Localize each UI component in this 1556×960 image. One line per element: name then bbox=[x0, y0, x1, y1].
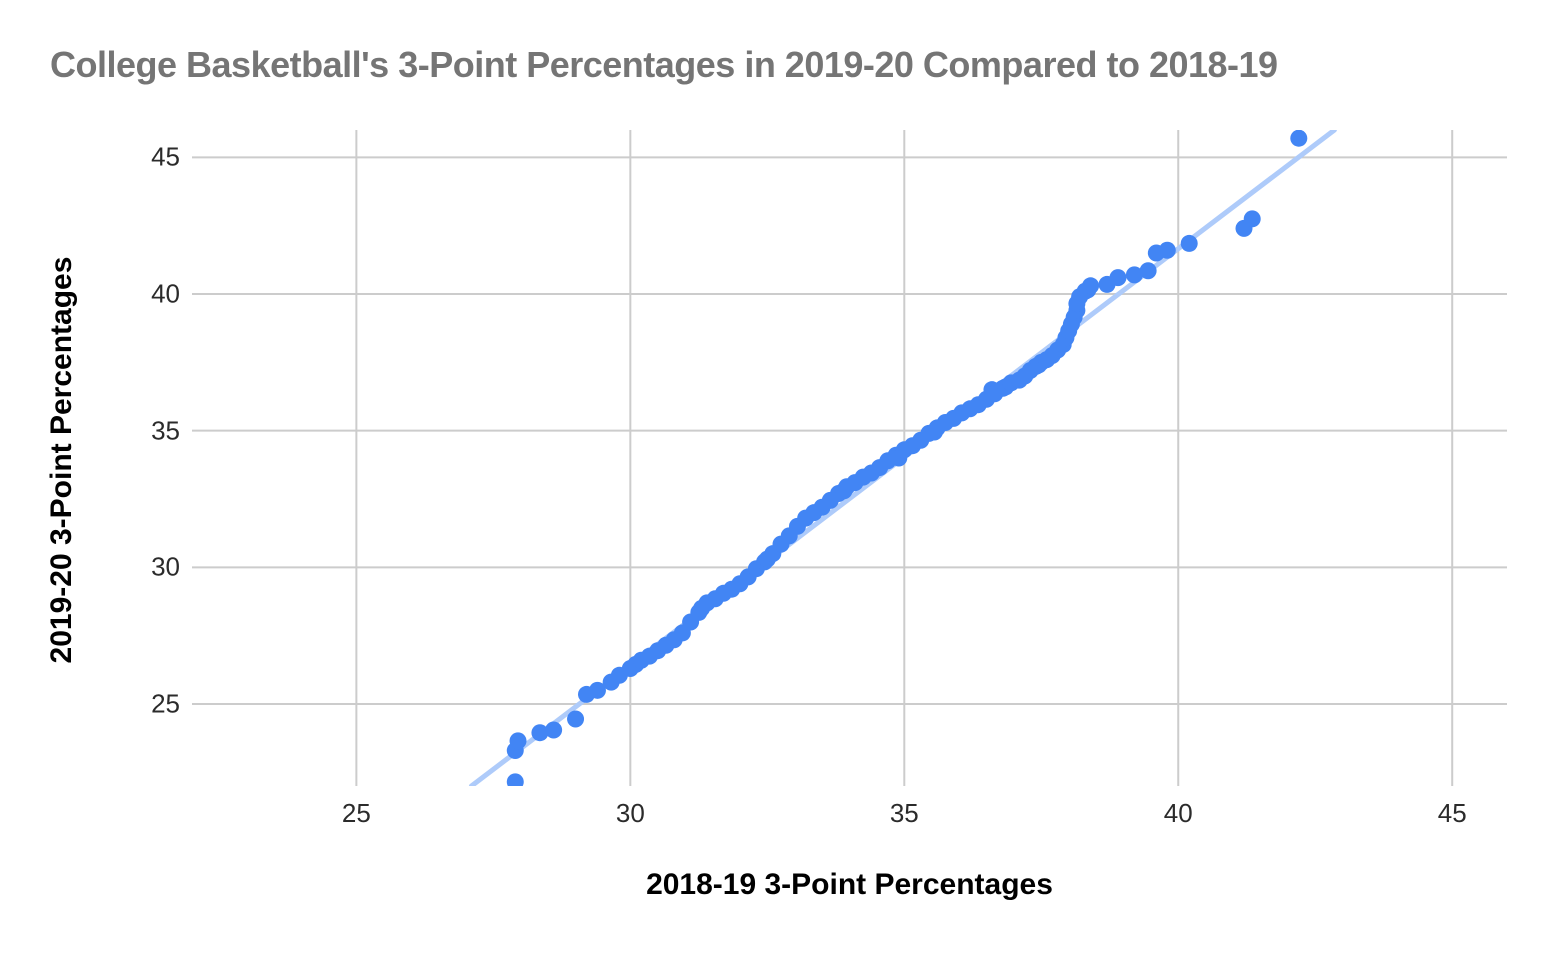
data-point bbox=[509, 732, 527, 750]
y-tick-label: 25 bbox=[151, 688, 180, 719]
data-point bbox=[1125, 266, 1143, 284]
x-tick-label: 40 bbox=[1163, 798, 1193, 828]
data-point bbox=[531, 724, 549, 742]
scatter-plot bbox=[192, 130, 1507, 786]
y-tick-label: 35 bbox=[151, 415, 180, 446]
data-point bbox=[1082, 277, 1100, 295]
data-point bbox=[1139, 262, 1157, 280]
plot-area: 25 30 35 40 45 25 30 35 40 45 bbox=[151, 130, 1507, 828]
data-point bbox=[545, 721, 563, 739]
x-tick-label: 30 bbox=[615, 798, 645, 828]
y-tick-label: 30 bbox=[151, 551, 180, 582]
data-point bbox=[1158, 241, 1176, 259]
data-point bbox=[1180, 234, 1198, 252]
data-point bbox=[588, 681, 606, 699]
y-tick-label: 45 bbox=[151, 141, 180, 172]
chart-title: College Basketball's 3-Point Percentages… bbox=[50, 44, 1278, 85]
x-tick-label: 25 bbox=[341, 798, 371, 828]
x-tick-label: 45 bbox=[1437, 798, 1467, 828]
x-axis-title: 2018-19 3-Point Percentages bbox=[646, 868, 1053, 901]
x-tick-label: 35 bbox=[889, 798, 919, 828]
data-point bbox=[1243, 210, 1261, 228]
data-point bbox=[567, 710, 585, 728]
data-point bbox=[506, 773, 524, 786]
y-tick-label: 40 bbox=[151, 278, 180, 309]
y-axis-title: 2019-20 3-Point Percentages bbox=[45, 256, 78, 664]
data-point bbox=[1109, 269, 1127, 287]
data-point bbox=[1290, 130, 1308, 147]
